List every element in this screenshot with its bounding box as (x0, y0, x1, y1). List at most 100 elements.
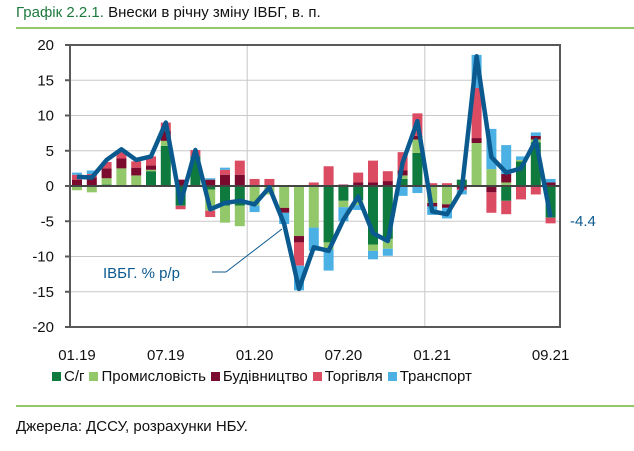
y-tick-label: -5 (41, 213, 54, 230)
bar-segment (160, 131, 171, 141)
bar-segment (323, 249, 334, 271)
bar-segment (234, 186, 245, 206)
bar-segment (234, 160, 245, 175)
bar-segment (146, 156, 156, 166)
legend-item: Торгівля (312, 368, 383, 385)
bar-segment (501, 182, 512, 186)
bar-segment (516, 156, 526, 160)
bar-segment (382, 181, 393, 186)
bar-segment (175, 179, 186, 186)
legend-item: С/г (52, 368, 84, 385)
bar-segment (323, 166, 334, 186)
bar-segment (308, 182, 319, 186)
legend-label: Торгівля (324, 368, 383, 385)
bar-segment (382, 238, 393, 249)
bar-segment (530, 132, 541, 136)
bar-segment (397, 178, 408, 186)
bar-segment (131, 175, 142, 186)
bar-segment (486, 192, 497, 213)
x-tick-label: 01.19 (58, 347, 96, 364)
bar-segment (530, 186, 541, 195)
bar-segment (101, 168, 112, 179)
legend: С/г Промисловість Будівництво Торгівля Транс… (52, 368, 472, 385)
legend-label: Транспорт (399, 368, 472, 385)
bar-segment (323, 186, 334, 243)
bar-segment (205, 179, 216, 186)
y-tick-label: -10 (32, 249, 54, 266)
bar-segment (382, 171, 393, 182)
bar-segment (501, 145, 512, 175)
bar-segment (368, 250, 378, 260)
legend-swatch (387, 372, 397, 381)
legend-swatch (52, 372, 61, 381)
bar-segment (249, 205, 260, 213)
legend-item: Будівництво (210, 368, 308, 385)
bar-segment (545, 217, 556, 224)
bar-segment (338, 186, 349, 201)
bar-segment (338, 207, 349, 222)
bar-segment (516, 186, 526, 200)
bar-segment (146, 169, 156, 172)
bar-segment (72, 186, 82, 191)
bar-segment (190, 156, 201, 186)
bar-segment (220, 174, 230, 186)
x-tick-label: 09.21 (532, 347, 570, 364)
x-tick-label: 01.20 (236, 347, 274, 364)
bar-segment (501, 200, 512, 215)
legend-swatch (89, 372, 99, 381)
annotation-leader (225, 228, 283, 273)
bar-segment (382, 186, 393, 239)
bar-segment (353, 182, 364, 186)
title-text: Внески в річну зміну ІВБГ, в. п. (108, 4, 321, 21)
bar-segment (545, 186, 556, 218)
bar-segment (101, 162, 112, 169)
bar-segment (264, 178, 275, 186)
last-value-label: -4.4 (570, 213, 596, 230)
legend-swatch (210, 372, 220, 381)
bar-segment (471, 88, 482, 139)
bar-segment (175, 205, 186, 210)
bar-segment (116, 168, 127, 186)
bar-segment (205, 178, 216, 180)
bar-segment (368, 186, 378, 245)
title-rule (16, 27, 634, 29)
bar-segment (279, 207, 290, 213)
bar-segment (220, 167, 230, 170)
bar-segment (294, 236, 304, 243)
bar-segment (442, 183, 452, 186)
bar-segment (486, 169, 497, 186)
y-tick-label: 20 (37, 37, 54, 54)
figure-number: Графік 2.2.1. (16, 4, 104, 21)
y-tick-label: -15 (32, 284, 54, 301)
bar-segment (397, 186, 408, 196)
y-tick-label: 10 (37, 108, 54, 125)
bar-segment (368, 244, 378, 251)
bar-segment (501, 174, 512, 183)
bar-segment (249, 178, 260, 186)
x-tick-label: 01.21 (413, 347, 451, 364)
bar-segment (412, 135, 423, 140)
bar-segment (294, 186, 304, 237)
bar-segment (412, 139, 423, 153)
bar-segment (294, 242, 304, 266)
bar-segment (501, 186, 512, 201)
bar-segment (545, 178, 556, 183)
bar-segment (279, 186, 290, 208)
legend-item: Транспорт (387, 368, 472, 385)
bar-segment (516, 159, 526, 162)
bar-segment (442, 186, 452, 205)
bar-segment (427, 186, 438, 203)
bar-segment (368, 160, 378, 183)
bar-segment (294, 265, 304, 291)
y-tick-label: 15 (37, 72, 54, 89)
bar-segment (220, 186, 230, 206)
bar-segment (353, 186, 364, 201)
legend-label: Промисловість (101, 368, 206, 385)
line-annotation: ІВБГ. % р/р (103, 265, 180, 282)
bar-segment (471, 138, 482, 143)
chart-title: Графік 2.2.1. Внески в річну зміну ІВБГ,… (16, 4, 321, 21)
bar-segment (516, 161, 526, 186)
bar-segment (86, 170, 97, 175)
bar-segment (353, 205, 364, 210)
bar-segment (146, 171, 156, 186)
